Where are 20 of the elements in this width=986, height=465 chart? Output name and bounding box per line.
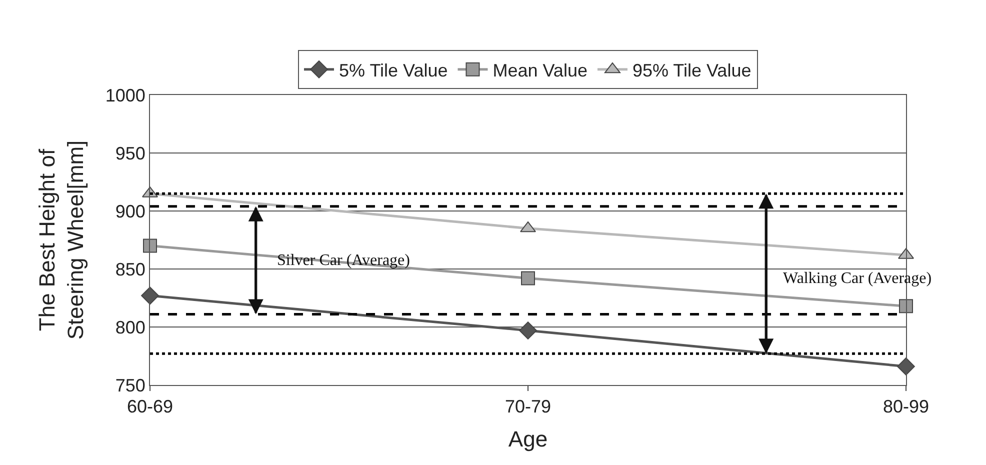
- point: [897, 357, 915, 376]
- x-axis-title: Age: [508, 426, 548, 452]
- y-tick-label: 800: [115, 317, 146, 338]
- y-axis-title: The Best Height of Steering Wheel[mm]: [34, 140, 88, 340]
- point: [899, 299, 913, 314]
- legend-label: 95% Tile Value: [632, 60, 752, 80]
- y-tick-label: 850: [115, 259, 146, 280]
- legend-label: 5% Tile Value: [339, 60, 448, 80]
- x-tick-label: 70-79: [504, 396, 552, 417]
- x-tick-label: 60-69: [126, 396, 174, 417]
- y-tick-label: 900: [115, 201, 146, 222]
- annotation: Silver Car (Average): [277, 252, 410, 269]
- point: [521, 271, 535, 286]
- legend-label: Mean Value: [492, 60, 588, 80]
- point: [519, 322, 537, 340]
- y-tick-label: 950: [115, 143, 146, 164]
- point: [143, 238, 157, 253]
- y-tick-label: 750: [115, 375, 146, 396]
- y-tick-label: 1000: [105, 85, 146, 106]
- x-tick-label: 80-99: [882, 396, 930, 417]
